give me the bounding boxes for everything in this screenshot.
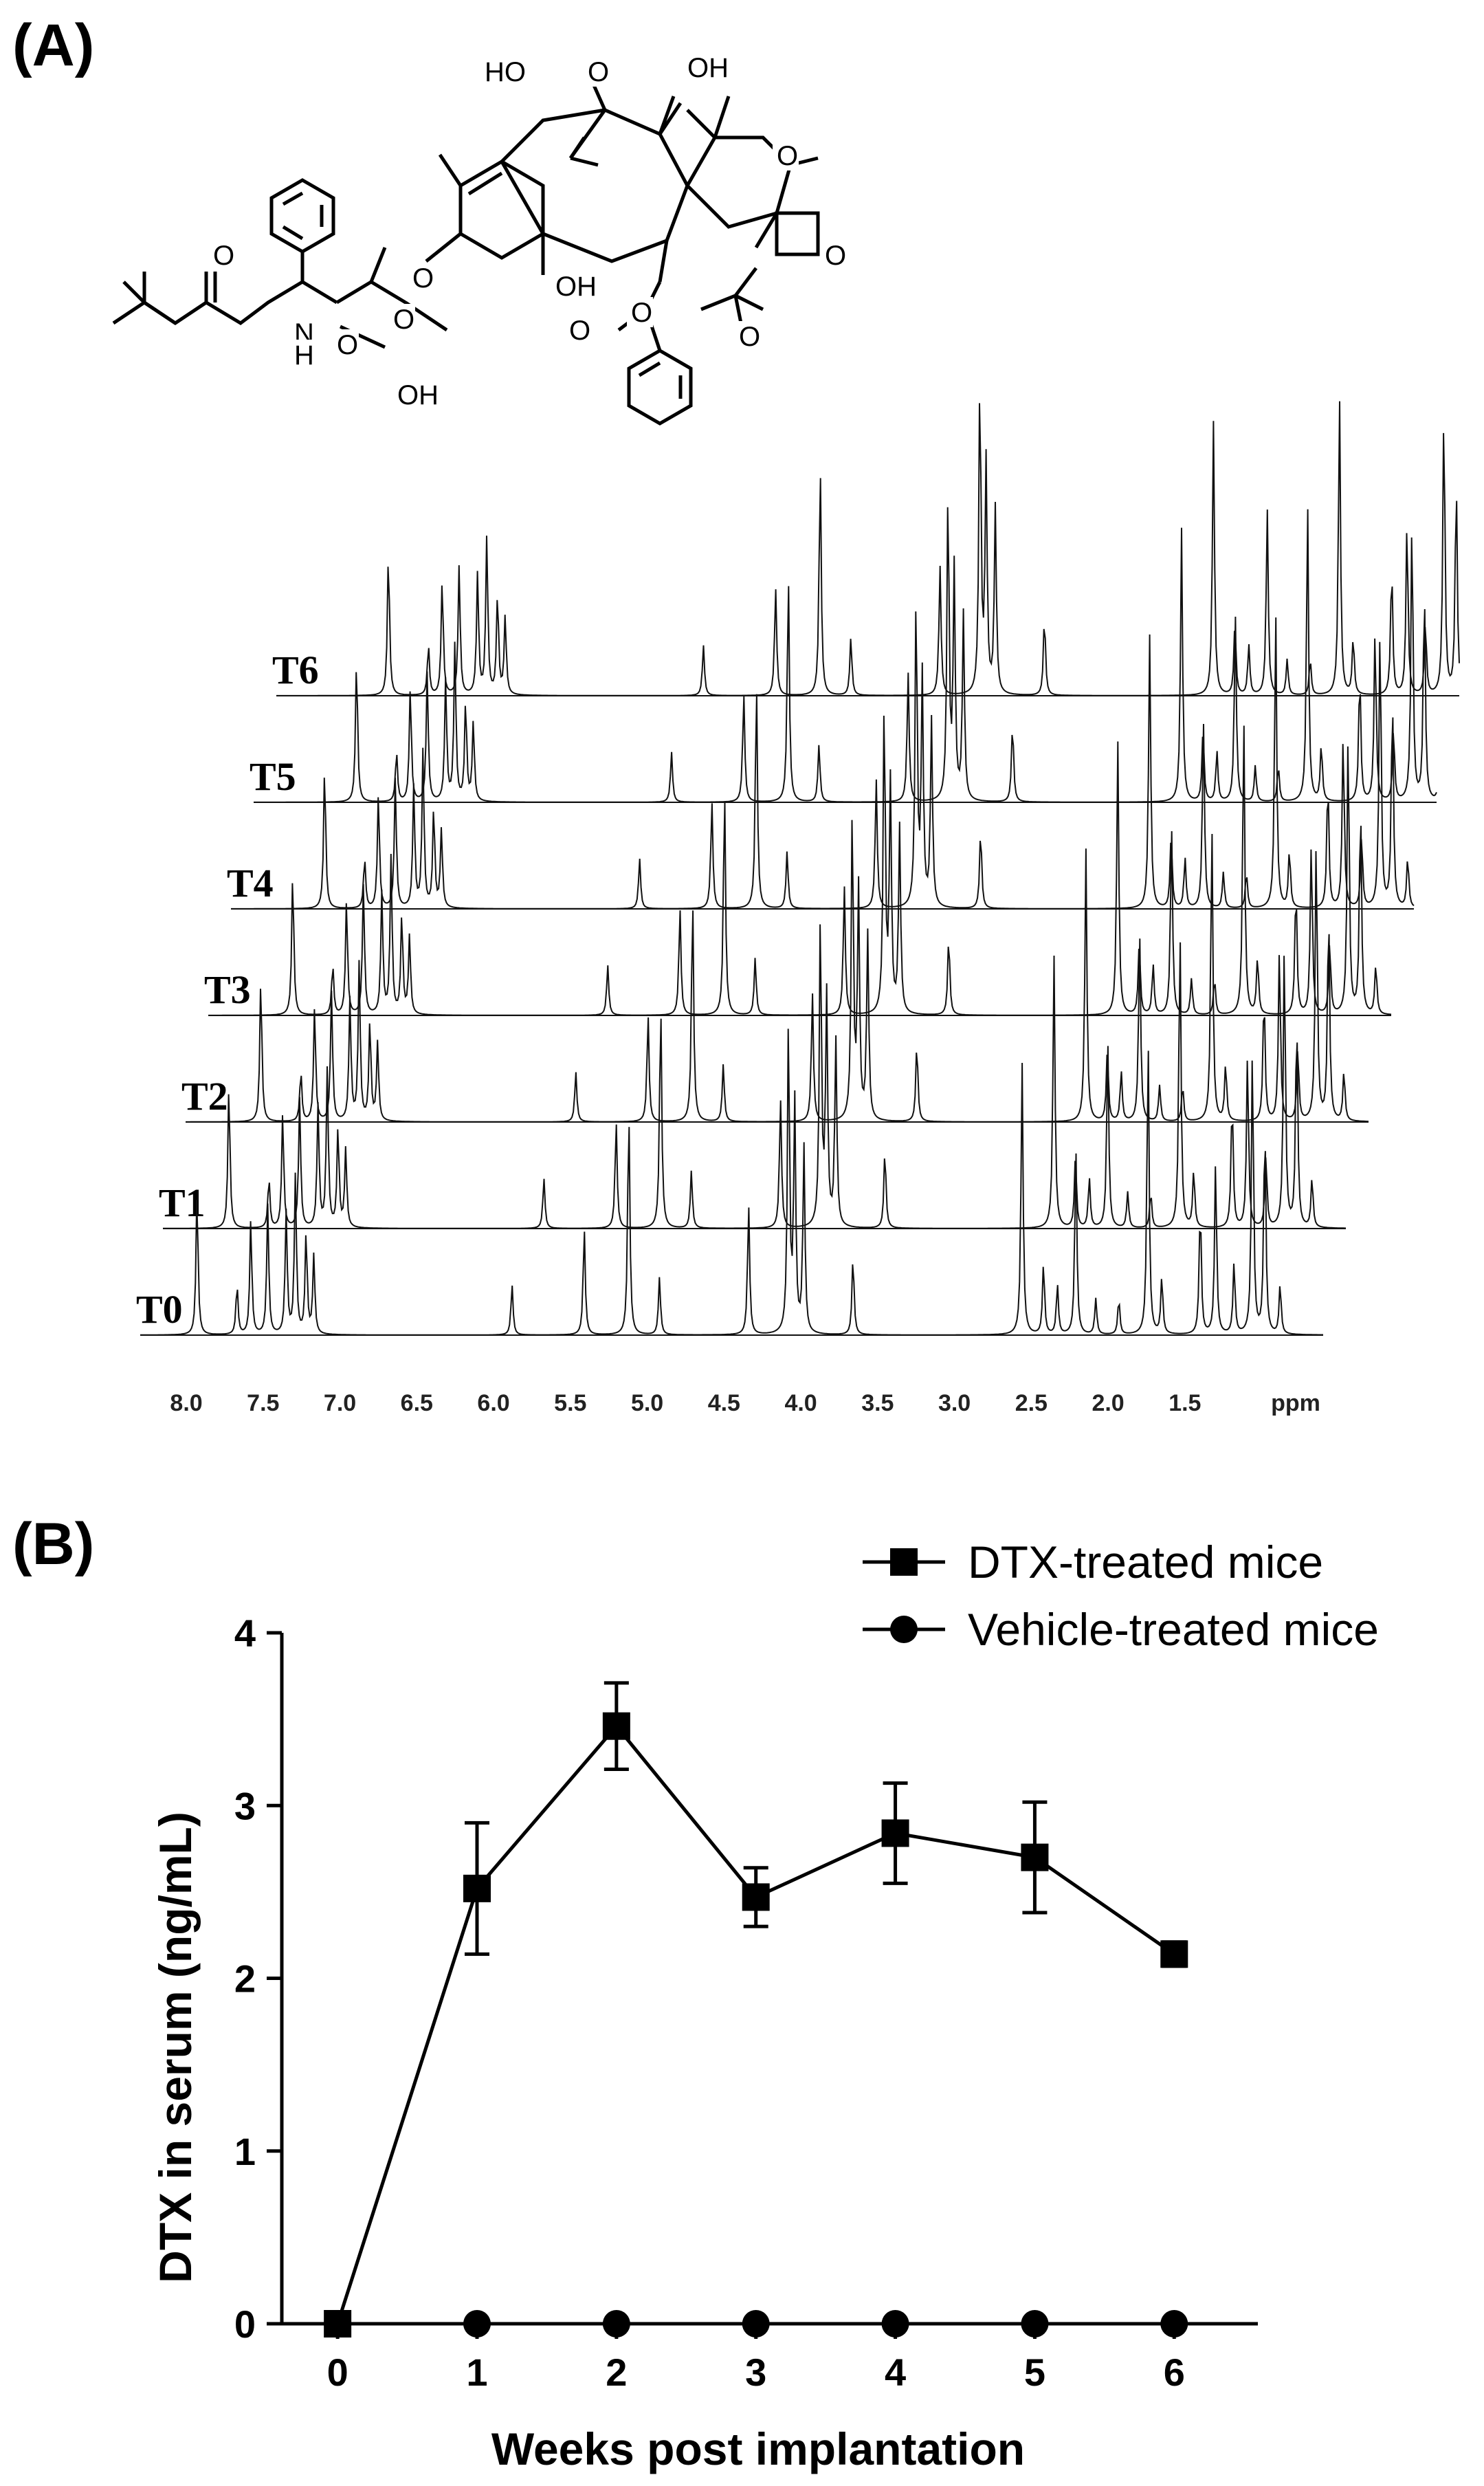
structure-atom-bg bbox=[393, 380, 437, 410]
nmr-trace-t2 bbox=[186, 820, 1369, 1123]
legend-label: Vehicle-treated mice bbox=[968, 1604, 1379, 1655]
data-point-circle bbox=[324, 2310, 352, 2338]
structure-atom-bg bbox=[683, 52, 727, 82]
nmr-trace-label: T4 bbox=[227, 861, 274, 905]
chart-legend: DTX-treated mice Vehicle-treated mice bbox=[863, 1537, 1379, 1655]
data-point-circle bbox=[881, 2310, 909, 2338]
structure-atom-label: O bbox=[393, 305, 414, 335]
ppm-tick-label: 3.0 bbox=[938, 1390, 971, 1416]
nmr-trace-label: T5 bbox=[250, 754, 296, 799]
x-tick-label: 1 bbox=[466, 2351, 487, 2394]
ppm-tick-label: 5.5 bbox=[554, 1390, 586, 1416]
ppm-tick-label: 6.0 bbox=[477, 1390, 509, 1416]
data-point-circle bbox=[1021, 2310, 1049, 2338]
x-tick-label: 6 bbox=[1164, 2351, 1185, 2394]
ppm-tick-label: 6.5 bbox=[401, 1390, 433, 1416]
ppm-tick-label: 4.0 bbox=[784, 1390, 817, 1416]
panel-a-label: (A) bbox=[12, 12, 94, 78]
nmr-trace-label: T1 bbox=[159, 1180, 206, 1225]
legend-marker-square bbox=[890, 1548, 918, 1576]
data-point-square bbox=[463, 1874, 491, 1902]
ppm-tick-label: 2.5 bbox=[1015, 1390, 1048, 1416]
structure-atom-bg bbox=[627, 297, 653, 327]
chart-axes: 0 1 2 3 4 0 1 2 3 4 5 6 bbox=[234, 1612, 1258, 2394]
nmr-trace-label: T2 bbox=[181, 1074, 228, 1119]
structure-atom-bg bbox=[735, 321, 761, 351]
y-tick-label: 2 bbox=[234, 1957, 256, 2001]
x-tick-label: 5 bbox=[1024, 2351, 1045, 2394]
structure-atom-bg bbox=[480, 56, 524, 87]
structure-atom-bg bbox=[565, 315, 591, 345]
ppm-tick-label: 4.5 bbox=[708, 1390, 740, 1416]
data-point-square bbox=[881, 1819, 909, 1847]
x-tick-label: 3 bbox=[745, 2351, 766, 2394]
structure-atom-label: O bbox=[213, 241, 234, 271]
structure-atom-bg bbox=[551, 271, 595, 301]
ppm-tick-label: 2.0 bbox=[1092, 1390, 1124, 1416]
structure-atom-label: HO bbox=[485, 57, 526, 87]
x-tick-label: 4 bbox=[885, 2351, 906, 2394]
structure-atom-bg bbox=[209, 240, 235, 270]
nmr-spectra: T6 T5 T4 T3 T2 T1 T0 bbox=[136, 401, 1463, 1352]
structure-atom-label: OH bbox=[687, 53, 729, 83]
structure-atom-label: O bbox=[569, 316, 590, 346]
structure-atom-bg bbox=[773, 140, 799, 170]
serum-chart: 0 1 2 3 4 0 1 2 3 4 5 6 Weeks post implantation DTX… bbox=[150, 1612, 1258, 2474]
structure-atom-bg bbox=[333, 329, 359, 360]
structure-atom-label: O bbox=[825, 241, 846, 271]
structure-atom-bg bbox=[584, 56, 610, 87]
x-axis-title: Weeks post implantation bbox=[491, 2423, 1025, 2474]
data-point-square bbox=[1160, 1940, 1188, 1968]
data-point-square bbox=[742, 1883, 770, 1911]
data-point-circle bbox=[742, 2310, 770, 2338]
ppm-unit-label: ppm bbox=[1271, 1390, 1320, 1416]
ppm-tick-label: 3.5 bbox=[861, 1390, 894, 1416]
structure-atom-label: OH bbox=[397, 380, 439, 410]
nmr-trace-t5 bbox=[254, 507, 1437, 803]
structure-atom-label: H bbox=[294, 340, 314, 371]
data-point-circle bbox=[463, 2310, 491, 2338]
y-tick-label: 1 bbox=[234, 2130, 256, 2173]
legend-marker-circle bbox=[890, 1616, 918, 1643]
structure-atom-bg bbox=[408, 263, 434, 293]
ppm-tick-label: 8.0 bbox=[170, 1390, 202, 1416]
x-tick-label: 0 bbox=[327, 2351, 348, 2394]
y-tick-label: 4 bbox=[234, 1612, 256, 1655]
structure-atom-label: O bbox=[739, 322, 760, 352]
nmr-trace-t6 bbox=[276, 401, 1460, 696]
structure-atom-label: O bbox=[588, 57, 609, 87]
ppm-tick-label: 7.0 bbox=[324, 1390, 356, 1416]
structure-atom-label: O bbox=[337, 330, 358, 360]
structure-atom-label: O bbox=[777, 141, 798, 171]
nmr-ppm-axis: 8.0 7.5 7.0 6.5 6.0 5.5 5.0 4.5 4.0 3.5 3.0 2.5 2.0 1… bbox=[170, 1390, 1320, 1416]
nmr-trace-label: T6 bbox=[272, 648, 319, 692]
ppm-tick-label: 7.5 bbox=[247, 1390, 279, 1416]
data-point-square bbox=[1021, 1843, 1049, 1871]
series-line-dtx-treated-mice bbox=[335, 1723, 1175, 2324]
data-point-circle bbox=[1160, 2310, 1188, 2338]
chart-series bbox=[324, 1681, 1188, 2338]
structure-atom-label: O bbox=[412, 263, 434, 294]
y-tick-label: 3 bbox=[234, 1784, 256, 1827]
structure-atom-bg bbox=[389, 304, 415, 334]
nmr-trace-label: T3 bbox=[204, 967, 251, 1012]
y-tick-label: 0 bbox=[234, 2302, 256, 2346]
structure-atom-label: OH bbox=[555, 272, 597, 302]
structure-atom-label: O bbox=[631, 298, 652, 328]
nmr-trace-t0 bbox=[140, 1028, 1323, 1336]
ppm-tick-label: 5.0 bbox=[631, 1390, 663, 1416]
legend-label: DTX-treated mice bbox=[968, 1537, 1323, 1587]
ppm-tick-label: 1.5 bbox=[1169, 1390, 1201, 1416]
data-point-circle bbox=[602, 2310, 630, 2338]
structure-atom-bg bbox=[290, 340, 316, 370]
data-point-square bbox=[602, 1712, 630, 1740]
y-axis-title: DTX in serum (ng/mL) bbox=[150, 1812, 201, 2283]
nmr-trace-label: T0 bbox=[136, 1287, 183, 1332]
structure-atom-bg bbox=[821, 240, 847, 270]
panel-b-label: (B) bbox=[12, 1511, 94, 1577]
x-tick-label: 2 bbox=[606, 2351, 627, 2394]
